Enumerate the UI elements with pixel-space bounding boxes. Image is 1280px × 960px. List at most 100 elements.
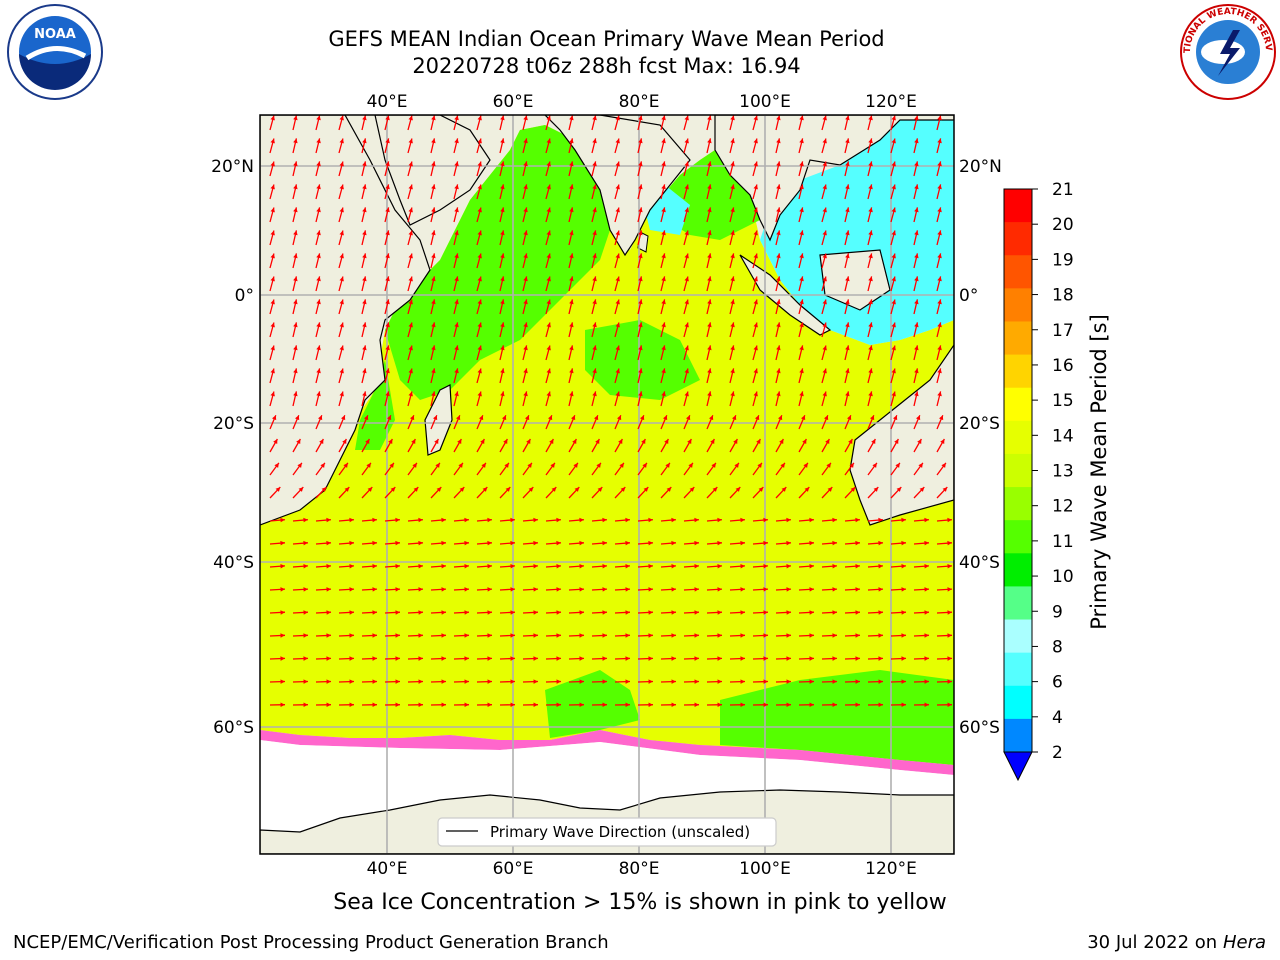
wave-arrow-head — [730, 322, 735, 328]
colorbar-tick-label: 12 — [1052, 497, 1074, 517]
wave-arrow-head — [556, 587, 561, 592]
wave-arrow-head — [710, 439, 715, 444]
wave-arrow-head — [574, 487, 580, 492]
wave-arrow-head — [822, 184, 827, 190]
wave-arrow-head — [293, 184, 298, 190]
wave-arrow-head — [832, 564, 837, 569]
wave-arrow-head — [845, 184, 850, 190]
wave-arrow-head — [648, 679, 653, 684]
wave-arrow-head — [550, 462, 555, 468]
wave-arrow-head — [385, 276, 390, 282]
colorbar-tick-label: 15 — [1052, 391, 1074, 411]
wave-arrow-head — [947, 633, 952, 638]
wave-arrow-head — [523, 253, 528, 259]
wave-arrow-head — [914, 161, 919, 167]
wave-arrow-head — [684, 391, 689, 397]
wave-arrow-head — [533, 540, 538, 546]
wave-arrow-head — [482, 487, 488, 492]
wave-arrow-head — [592, 276, 597, 282]
wave-arrow-head — [824, 415, 829, 421]
wave-arrow-head — [592, 138, 597, 144]
wave-arrow-head — [661, 276, 666, 282]
colorbar-swatch — [1004, 420, 1032, 455]
wave-arrow-head — [914, 138, 919, 144]
wave-arrow-head — [845, 322, 850, 328]
wave-arrow-head — [717, 679, 722, 684]
wave-arrow-head — [326, 610, 331, 615]
wave-arrow-head — [454, 207, 459, 213]
wave-arrow-head — [500, 368, 505, 374]
colorbar-tick-label: 9 — [1052, 602, 1063, 622]
wave-arrow-head — [914, 322, 919, 328]
wave-arrow-head — [395, 633, 400, 638]
wave-arrow-head — [579, 540, 584, 546]
wave-arrow-head — [579, 679, 584, 684]
wave-arrow-head — [937, 138, 942, 144]
wave-arrow-head — [487, 587, 492, 592]
wave-arrow-head — [615, 230, 620, 236]
wave-arrow-head — [548, 415, 553, 421]
wave-arrow-head — [822, 391, 827, 397]
wave-arrow-head — [684, 322, 689, 328]
southern-green-band-east — [720, 670, 954, 765]
wave-arrow-head — [592, 391, 597, 397]
wave-arrow-head — [740, 564, 745, 569]
wave-arrow-head — [503, 439, 508, 444]
wave-arrow-head — [848, 439, 853, 444]
wave-arrow-head — [753, 184, 758, 190]
wave-arrow-head — [786, 633, 791, 638]
wave-arrow-head — [615, 115, 620, 121]
wave-arrow-head — [546, 276, 551, 282]
wave-arrow-head — [822, 161, 827, 167]
wave-arrow-head — [855, 564, 860, 569]
wave-arrow-head — [295, 415, 300, 421]
wave-arrow-head — [891, 138, 896, 144]
wave-arrow-head — [781, 487, 787, 492]
wave-arrow-head — [832, 517, 837, 523]
wave-arrow-head — [625, 610, 630, 615]
wave-arrow-head — [845, 230, 850, 236]
wave-arrow-head — [776, 207, 781, 213]
colorbar-swatch — [1004, 255, 1032, 289]
wave-arrow-head — [638, 184, 643, 190]
wave-arrow-head — [620, 487, 626, 492]
chart-subtitle: 20220728 t06z 288h fcst Max: 16.94 — [412, 54, 801, 78]
wave-arrow-head — [822, 138, 827, 144]
wave-arrow-head — [878, 679, 883, 684]
arabian-sea-green — [385, 125, 610, 400]
wave-arrow-head — [694, 633, 699, 638]
wave-arrow-head — [546, 253, 551, 259]
wave-arrow-head — [349, 517, 354, 523]
wave-arrow-head — [868, 322, 873, 328]
wave-arrow-head — [732, 415, 737, 421]
wave-arrow-head — [273, 439, 278, 444]
wave-arrow-head — [640, 415, 645, 421]
wave-arrow-head — [878, 702, 883, 707]
wave-arrow-head — [510, 656, 515, 661]
wave-arrow-head — [845, 368, 850, 374]
wave-arrow-head — [293, 391, 298, 397]
wave-arrow-head — [339, 299, 344, 305]
wave-arrow-head — [661, 345, 666, 351]
wave-arrow-head — [707, 253, 712, 259]
wave-arrow-head — [891, 368, 896, 374]
wave-arrow-head — [270, 299, 275, 305]
wave-arrow-head — [602, 702, 607, 707]
wave-arrow-head — [500, 207, 505, 213]
wave-arrow-head — [533, 587, 538, 592]
wave-arrow-head — [799, 299, 804, 305]
lat-tick-left-20s: 20°S — [213, 414, 254, 434]
wave-arrow-head — [896, 487, 902, 492]
wave-arrow-head — [845, 391, 850, 397]
wave-arrow-head — [717, 656, 722, 661]
wave-arrow-head — [799, 230, 804, 236]
wave-arrow-head — [546, 161, 551, 167]
wave-arrow-head — [487, 633, 492, 638]
colorbar-swatch — [1004, 619, 1032, 654]
wave-arrow-head — [362, 161, 367, 167]
wave-arrow-head — [733, 439, 738, 444]
wave-arrow-head — [385, 345, 390, 351]
wave-arrow-head — [914, 230, 919, 236]
wave-arrow-head — [431, 322, 436, 328]
wave-arrow-head — [556, 540, 561, 546]
